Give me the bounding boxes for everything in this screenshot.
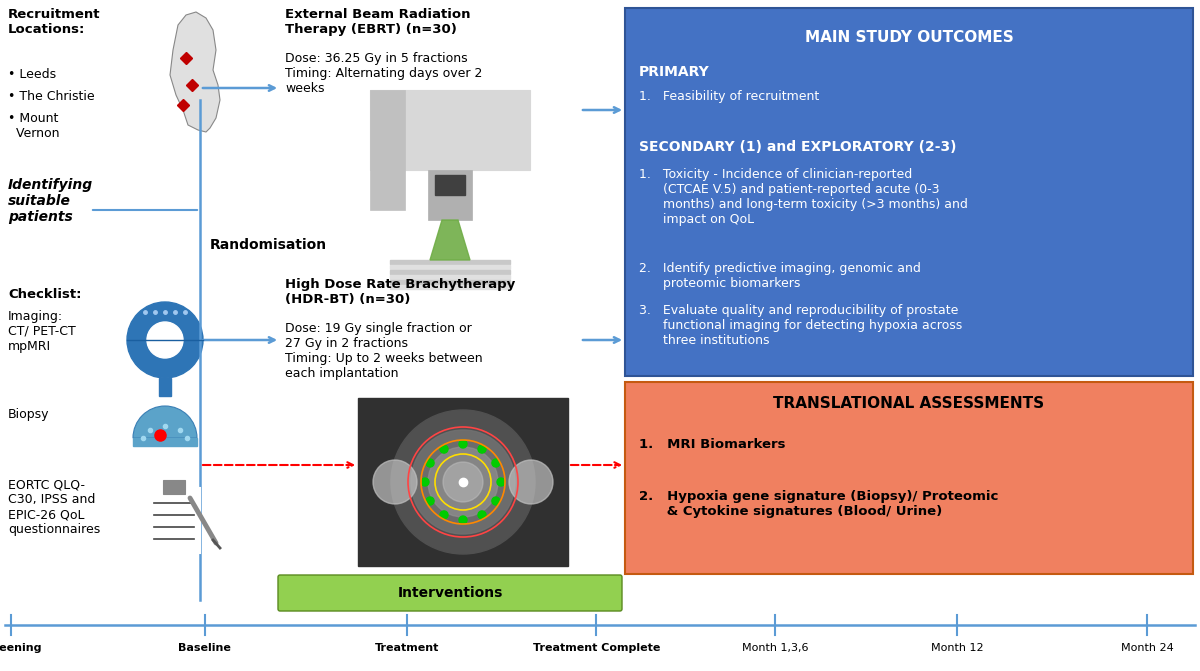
Text: Dose: 36.25 Gy in 5 fractions
Timing: Alternating days over 2
weeks: Dose: 36.25 Gy in 5 fractions Timing: Al…	[286, 52, 482, 95]
FancyBboxPatch shape	[625, 382, 1193, 574]
Circle shape	[421, 478, 430, 486]
Bar	[390, 270, 510, 274]
Text: Month 1,3,6: Month 1,3,6	[742, 643, 808, 653]
Bar	[390, 285, 510, 289]
Text: TRANSLATIONAL ASSESSMENTS: TRANSLATIONAL ASSESSMENTS	[774, 396, 1044, 411]
Text: Dose: 19 Gy single fraction or
27 Gy in 2 fractions
Timing: Up to 2 weeks betwee: Dose: 19 Gy single fraction or 27 Gy in …	[286, 322, 482, 380]
Text: EORTC QLQ-
C30, IPSS and
EPIC-26 QoL
questionnaires: EORTC QLQ- C30, IPSS and EPIC-26 QoL que…	[8, 478, 101, 536]
Text: MAIN STUDY OUTCOMES: MAIN STUDY OUTCOMES	[805, 30, 1013, 45]
Circle shape	[373, 460, 418, 504]
Text: Identifying
suitable
patients: Identifying suitable patients	[8, 178, 94, 224]
Circle shape	[478, 511, 486, 519]
Text: Month 12: Month 12	[931, 643, 983, 653]
Text: Randomisation: Randomisation	[210, 238, 328, 252]
Polygon shape	[170, 12, 220, 132]
Text: • Leeds: • Leeds	[8, 68, 56, 81]
Circle shape	[148, 322, 182, 358]
Text: Treatment Complete: Treatment Complete	[533, 643, 660, 653]
Text: High Dose Rate Brachytherapy
(HDR-BT) (n=30): High Dose Rate Brachytherapy (HDR-BT) (n…	[286, 278, 515, 306]
Circle shape	[497, 478, 505, 486]
Text: Recruitment
Locations:: Recruitment Locations:	[8, 8, 101, 36]
Text: 1.   Toxicity - Incidence of clinician-reported
      (CTCAE V.5) and patient-re: 1. Toxicity - Incidence of clinician-rep…	[640, 168, 968, 226]
Circle shape	[492, 459, 500, 467]
FancyBboxPatch shape	[278, 575, 622, 611]
Text: 1.   MRI Biomarkers: 1. MRI Biomarkers	[640, 438, 786, 451]
Circle shape	[443, 462, 482, 502]
Bar	[436, 175, 466, 195]
Text: Baseline: Baseline	[179, 643, 232, 653]
Bar	[390, 265, 510, 269]
Bar	[370, 90, 406, 210]
Bar	[358, 398, 568, 566]
Text: Screening: Screening	[0, 643, 42, 653]
Text: 2.   Identify predictive imaging, genomic and
      proteomic biomarkers: 2. Identify predictive imaging, genomic …	[640, 262, 920, 290]
Circle shape	[440, 445, 448, 453]
Bar	[390, 260, 510, 264]
Circle shape	[426, 459, 434, 467]
Text: • The Christie: • The Christie	[8, 90, 95, 103]
Circle shape	[458, 440, 467, 448]
Circle shape	[440, 511, 448, 519]
Text: Imaging:
CT/ PET-CT
mpMRI: Imaging: CT/ PET-CT mpMRI	[8, 310, 76, 353]
Bar	[428, 170, 472, 220]
Bar	[390, 280, 510, 284]
Text: 3.   Evaluate quality and reproducibility of prostate
      functional imaging f: 3. Evaluate quality and reproducibility …	[640, 304, 962, 347]
Text: Biopsy: Biopsy	[8, 408, 49, 421]
Circle shape	[391, 410, 535, 554]
Circle shape	[509, 460, 553, 504]
Bar	[158, 378, 172, 396]
Text: 2.   Hypoxia gene signature (Biopsy)/ Proteomic
      & Cytokine signatures (Blo: 2. Hypoxia gene signature (Biopsy)/ Prot…	[640, 490, 998, 518]
Circle shape	[428, 447, 498, 517]
Bar	[390, 275, 510, 279]
Text: SECONDARY (1) and EXPLORATORY (2-3): SECONDARY (1) and EXPLORATORY (2-3)	[640, 140, 956, 154]
Bar	[390, 260, 510, 290]
Text: Interventions: Interventions	[397, 586, 503, 600]
Circle shape	[492, 497, 500, 505]
Circle shape	[458, 516, 467, 524]
Text: Treatment: Treatment	[376, 643, 439, 653]
Circle shape	[478, 445, 486, 453]
Polygon shape	[430, 220, 470, 260]
Bar	[148, 488, 200, 553]
Wedge shape	[133, 406, 197, 438]
Circle shape	[410, 430, 515, 534]
Text: PRIMARY: PRIMARY	[640, 65, 709, 79]
Text: Month 24: Month 24	[1121, 643, 1174, 653]
Text: Checklist:: Checklist:	[8, 288, 82, 301]
Circle shape	[426, 497, 434, 505]
Bar	[133, 438, 197, 446]
FancyBboxPatch shape	[625, 8, 1193, 376]
Bar	[370, 90, 530, 170]
Bar	[163, 480, 185, 494]
Text: External Beam Radiation
Therapy (EBRT) (n=30): External Beam Radiation Therapy (EBRT) (…	[286, 8, 470, 36]
Circle shape	[127, 302, 203, 378]
Text: • Mount
  Vernon: • Mount Vernon	[8, 112, 60, 140]
Text: 1.   Feasibility of recruitment: 1. Feasibility of recruitment	[640, 90, 820, 103]
